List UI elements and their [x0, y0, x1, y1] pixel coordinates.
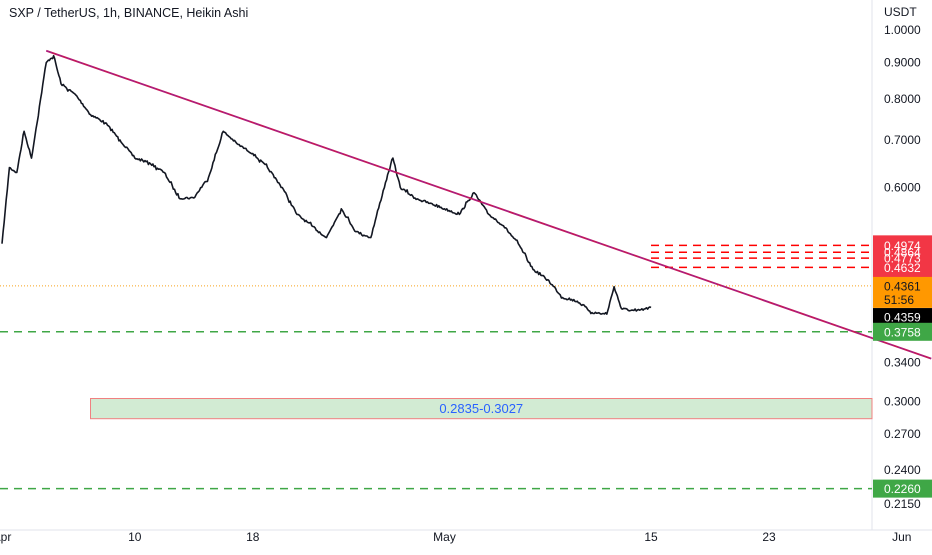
last-price-tag: 0.4361 [884, 279, 921, 293]
time-tick-label-1: Apr [0, 530, 11, 544]
support-price-tag-bg-1 [873, 322, 932, 341]
price-tick-label-7: 0.3000 [884, 394, 921, 408]
resistance-price-tag-3: 0.4773 [884, 252, 921, 266]
resistance-price-tag-2: 0.4864 [884, 246, 921, 260]
time-tick-label-2: 10 [128, 530, 142, 544]
last-price-tag-bg [873, 276, 932, 308]
support-price-tag-2: 0.2260 [884, 482, 921, 496]
prev-close-tag-bg [873, 308, 932, 327]
price-tick-label-2: 0.9000 [884, 55, 921, 69]
price-tick-label-5: 0.6000 [884, 181, 921, 195]
support-zone-label: 0.2835-0.3027 [439, 401, 523, 416]
price-tick-label-10: 0.2150 [884, 497, 921, 511]
resistance-price-tag-1: 0.4974 [884, 239, 921, 253]
price-tick-label-8: 0.2700 [884, 427, 921, 441]
price-tick-label-6: 0.3400 [884, 356, 921, 370]
resistance-tags-bg [873, 235, 932, 278]
descending-trendline-overlay [46, 50, 932, 360]
support-zone[interactable] [90, 398, 873, 420]
prev-close-tag: 0.4359 [884, 311, 921, 325]
price-tick-label-4: 0.7000 [884, 133, 921, 147]
support-price-tag-bg-2 [873, 479, 932, 498]
price-tick-label-3: 0.8000 [884, 92, 921, 106]
price-axis-currency: USDT [884, 5, 917, 19]
bar-countdown: 51:56 [884, 293, 914, 307]
price-tick-label-1: 1.0000 [884, 23, 921, 37]
chart-title: SXP / TetherUS, 1h, BINANCE, Heikin Ashi [9, 6, 249, 20]
time-tick-label-3: 18 [246, 530, 260, 544]
time-tick-label-4: May [433, 530, 456, 544]
resistance-price-tag-4: 0.4632 [884, 261, 921, 275]
time-tick-label-5: 15 [644, 530, 658, 544]
support-price-tag-1: 0.3758 [884, 325, 921, 339]
time-tick-label-7: Jun [892, 530, 911, 544]
price-series-line [1, 54, 652, 315]
time-tick-label-6: 23 [762, 530, 776, 544]
price-tick-label-9: 0.2400 [884, 463, 921, 477]
